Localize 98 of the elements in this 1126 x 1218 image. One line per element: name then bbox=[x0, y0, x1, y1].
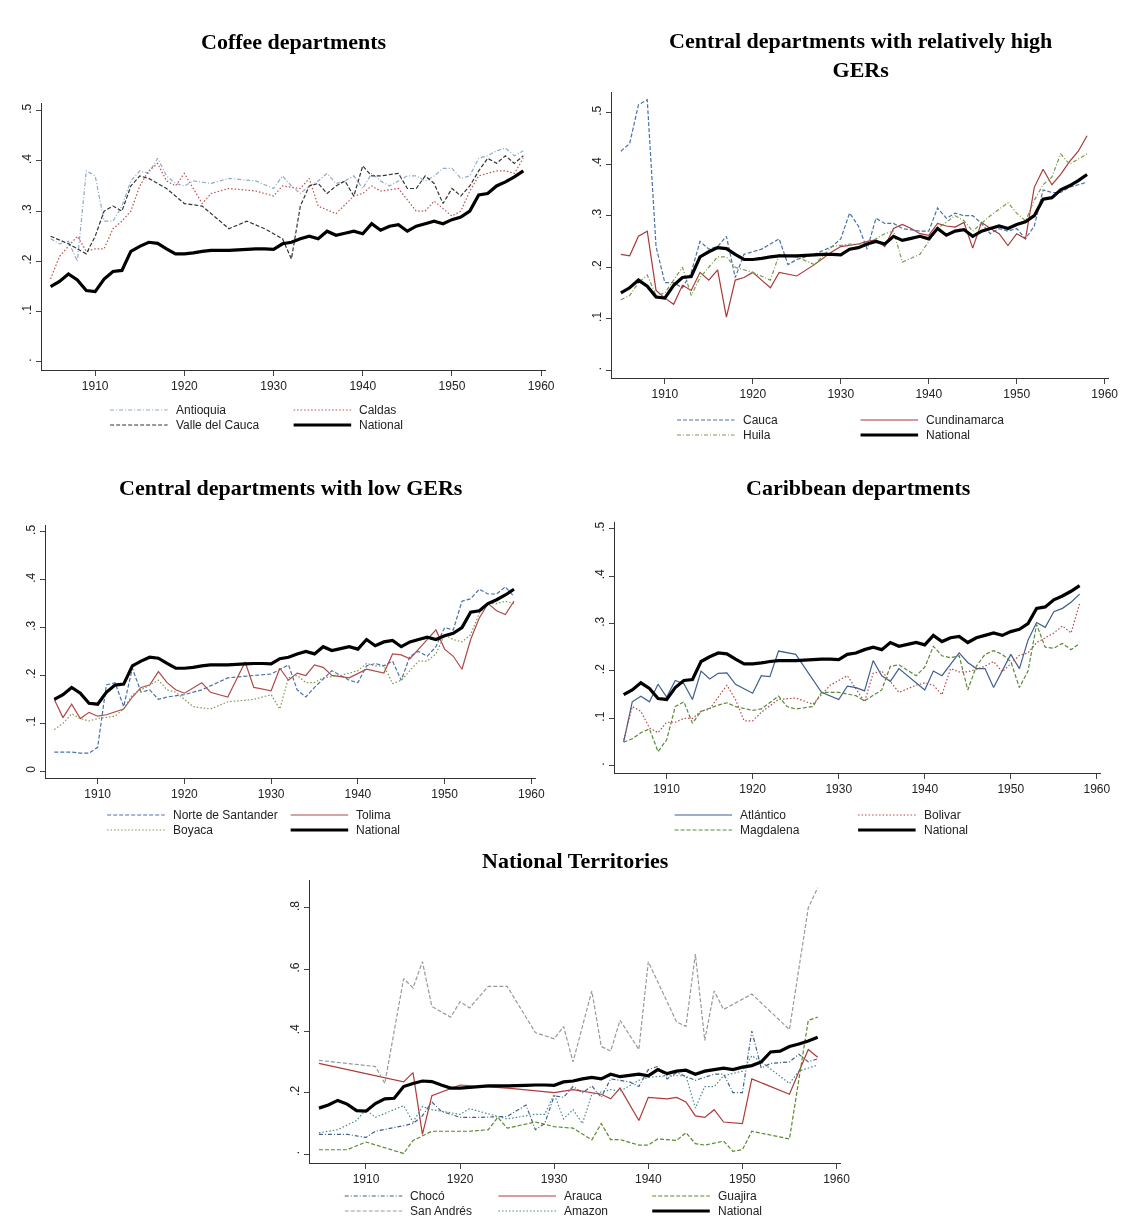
line-series bbox=[620, 135, 1088, 318]
y-tick-label: .2 bbox=[23, 668, 38, 679]
line-series bbox=[318, 1016, 819, 1155]
x-tick-label: 1960 bbox=[1083, 782, 1111, 797]
x-tick-label: 1940 bbox=[344, 787, 372, 802]
y-tick-label: .6 bbox=[287, 962, 302, 973]
y-tick-label: .2 bbox=[19, 254, 34, 265]
legend-label: Huila bbox=[743, 428, 771, 442]
chart-title: Central departments with relatively high GERs bbox=[669, 28, 1053, 82]
line-series bbox=[49, 157, 524, 280]
x-tick-label: 1920 bbox=[171, 379, 199, 394]
x-tick-label: 1910 bbox=[352, 1172, 380, 1187]
x-tick-label: 1940 bbox=[911, 782, 939, 797]
line-series bbox=[318, 887, 819, 1085]
x-tick-label: 1910 bbox=[651, 387, 679, 402]
x-tick-label: 1920 bbox=[171, 787, 199, 802]
x-tick-label: 1960 bbox=[1091, 387, 1119, 402]
legend-label: Arauca bbox=[564, 1189, 603, 1203]
y-tick-label: . bbox=[590, 366, 605, 371]
legend-label: Boyaca bbox=[173, 823, 214, 837]
x-tick-label: 1950 bbox=[438, 379, 466, 394]
legend-label: National bbox=[718, 1204, 763, 1218]
x-tick-label: 1930 bbox=[260, 379, 288, 394]
x-tick-label: 1930 bbox=[257, 787, 285, 802]
x-tick-label: 1950 bbox=[1003, 387, 1031, 402]
x-tick-label: 1910 bbox=[84, 787, 112, 802]
legend-label: Atlántico bbox=[740, 808, 787, 822]
y-tick-label: .5 bbox=[19, 103, 34, 114]
y-tick-label: .3 bbox=[590, 208, 605, 219]
legend-label: Magdalena bbox=[740, 823, 800, 837]
y-tick-label: . bbox=[287, 1150, 302, 1155]
y-tick-label: .1 bbox=[590, 311, 605, 322]
x-tick-label: 1910 bbox=[653, 782, 681, 797]
legend-label: Cauca bbox=[743, 413, 779, 427]
y-tick-label: .5 bbox=[23, 524, 38, 535]
y-tick-label: 0 bbox=[23, 765, 38, 773]
line-series bbox=[48, 169, 525, 294]
y-tick-label: .4 bbox=[287, 1023, 302, 1035]
y-tick-label: . bbox=[593, 762, 608, 766]
line-series bbox=[52, 587, 516, 706]
chart-title: Coffee departments bbox=[201, 29, 387, 54]
legend-label: National bbox=[926, 428, 971, 442]
y-tick-label: .4 bbox=[590, 157, 605, 168]
x-tick-label: 1920 bbox=[739, 782, 767, 797]
y-tick-label: .1 bbox=[593, 711, 608, 722]
y-tick-label: .3 bbox=[23, 620, 38, 631]
y-tick-label: .2 bbox=[590, 260, 605, 271]
x-tick-label: 1920 bbox=[446, 1172, 474, 1187]
y-tick-label: .8 bbox=[287, 900, 302, 911]
x-tick-label: 1930 bbox=[825, 782, 853, 797]
chart-title: Caribbean departments bbox=[746, 475, 971, 500]
legend-label: Valle del Cauca bbox=[176, 418, 260, 432]
chart-title: Central departments with low GERs bbox=[119, 475, 463, 500]
y-tick-label: .5 bbox=[590, 105, 605, 116]
x-tick-label: 1930 bbox=[540, 1172, 568, 1187]
line-series bbox=[318, 1030, 819, 1139]
y-tick-label: .5 bbox=[593, 521, 608, 532]
legend-label: Guajira bbox=[718, 1189, 758, 1203]
legend-label: Amazon bbox=[564, 1204, 609, 1218]
chart-title: National Territories bbox=[482, 848, 669, 873]
y-tick-label: .3 bbox=[593, 616, 608, 627]
y-tick-label: .1 bbox=[23, 716, 38, 727]
y-tick-label: . bbox=[19, 358, 34, 362]
x-tick-label: 1940 bbox=[634, 1172, 662, 1187]
x-tick-label: 1930 bbox=[827, 387, 855, 402]
x-tick-label: 1950 bbox=[729, 1172, 757, 1187]
line-series bbox=[623, 623, 1081, 753]
line-series bbox=[53, 586, 515, 754]
line-series bbox=[317, 1035, 820, 1113]
legend-label: Antioquia bbox=[176, 403, 227, 417]
line-series bbox=[622, 583, 1082, 702]
x-tick-label: 1950 bbox=[431, 787, 459, 802]
x-tick-label: 1910 bbox=[81, 379, 109, 394]
x-tick-label: 1950 bbox=[997, 782, 1025, 797]
x-tick-label: 1940 bbox=[349, 379, 377, 394]
legend-label: Cundinamarca bbox=[926, 413, 1005, 427]
x-tick-label: 1960 bbox=[517, 787, 546, 802]
y-tick-label: .4 bbox=[593, 568, 608, 580]
y-tick-label: .2 bbox=[287, 1085, 302, 1096]
x-tick-label: 1920 bbox=[739, 387, 767, 402]
legend-label: Bolivar bbox=[924, 808, 961, 822]
legend-label: National bbox=[924, 823, 969, 837]
y-tick-label: .3 bbox=[19, 203, 34, 215]
legend-label: Caldas bbox=[359, 403, 397, 417]
legend-label: Chocó bbox=[410, 1189, 446, 1203]
legend-label: National bbox=[359, 418, 404, 432]
y-tick-label: .1 bbox=[19, 304, 34, 315]
x-tick-label: 1960 bbox=[823, 1172, 851, 1187]
y-tick-label: .4 bbox=[19, 153, 34, 165]
y-tick-label: .4 bbox=[23, 572, 38, 583]
y-tick-label: .2 bbox=[593, 663, 608, 675]
legend-label: Norte de Santander bbox=[173, 808, 278, 822]
line-series bbox=[620, 99, 1088, 289]
legend-label: Tolima bbox=[356, 808, 391, 822]
x-tick-label: 1940 bbox=[915, 387, 943, 402]
x-tick-label: 1960 bbox=[527, 379, 555, 394]
legend-label: National bbox=[356, 823, 401, 837]
legend-label: San Andrés bbox=[410, 1204, 473, 1218]
